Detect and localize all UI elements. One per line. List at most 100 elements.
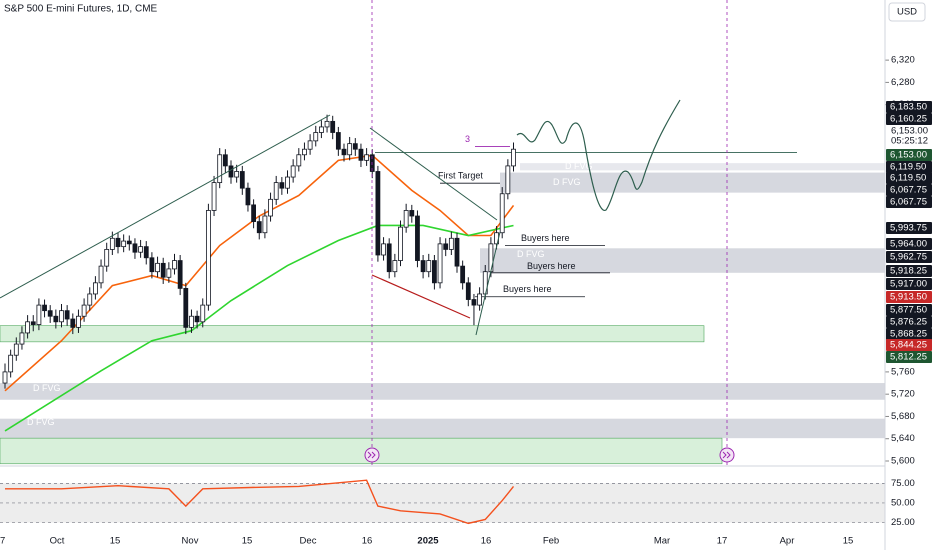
zone	[0, 383, 885, 400]
price-badge-label: 5,812.25	[890, 352, 927, 363]
candle-body	[53, 315, 59, 323]
candle-body	[245, 187, 251, 206]
replay-icons[interactable]	[364, 447, 735, 463]
price-badge	[886, 316, 932, 328]
candle-body	[386, 243, 392, 273]
price-badge-label: 5,876.25	[890, 317, 927, 328]
candle-body	[126, 240, 132, 245]
rsi-tick-label: 75.00	[891, 478, 915, 489]
x-tick-label: 2025	[417, 536, 439, 547]
main-pane: D FVG D FVG D FVG D FVG D FVG 3 First Target Bu…	[0, 114, 885, 465]
price-badge	[886, 101, 932, 113]
candle-body	[138, 246, 144, 253]
x-tick-label: 16	[362, 536, 373, 547]
candle-body	[30, 321, 36, 325]
price-badge-label: 5,877.50	[890, 305, 927, 316]
candle-body	[352, 143, 358, 150]
price-badge	[886, 196, 932, 208]
candle-body	[222, 154, 228, 167]
candle-body	[335, 132, 341, 150]
y-tick-label: 5,600	[891, 456, 915, 467]
price-badge	[886, 161, 932, 173]
candle-body	[87, 293, 93, 306]
trend-line	[0, 114, 331, 299]
price-badge-label: 5,964.00	[890, 239, 927, 250]
level-label: 3	[465, 134, 470, 144]
candle-body	[47, 310, 53, 317]
candle-body	[420, 260, 426, 273]
candle-body	[177, 260, 183, 289]
trend-line	[371, 274, 471, 319]
zone	[0, 437, 723, 465]
candle-body	[437, 243, 443, 284]
currency: USD	[897, 7, 917, 18]
candle-body	[488, 243, 494, 273]
price-badge	[886, 351, 932, 363]
level-label: Buyers here	[527, 261, 576, 271]
candle-body	[448, 237, 454, 250]
x-tick-label: 15	[242, 536, 253, 547]
candle-body	[347, 143, 353, 156]
trend-lines	[0, 99, 681, 336]
candle-body	[318, 126, 324, 133]
candle-body	[109, 237, 115, 250]
candle-body	[81, 304, 87, 317]
candle-body	[194, 315, 200, 323]
candle-body	[93, 282, 98, 295]
candle-body	[285, 176, 290, 189]
rsi-pane	[0, 479, 885, 525]
candle-body	[70, 318, 76, 328]
price-badge	[886, 149, 932, 161]
replay-arrow	[367, 451, 376, 459]
moving-average	[4, 154, 515, 392]
replay-icon[interactable]	[719, 447, 735, 463]
x-tick-label: 15	[843, 536, 854, 547]
x-tick-label: Apr	[780, 536, 795, 547]
candle-body	[471, 299, 477, 306]
candle-body	[251, 204, 257, 222]
candle-body	[25, 321, 31, 334]
candle-body	[313, 132, 319, 142]
y-tick-label: 5,720	[891, 389, 915, 400]
candle-body	[454, 237, 460, 267]
candle-body	[36, 304, 42, 325]
candle-body	[76, 315, 81, 328]
rsi-line	[5, 479, 515, 525]
price-badge-label: 5,868.25	[890, 329, 927, 340]
moving-average	[4, 224, 514, 432]
replay-icon[interactable]	[364, 447, 380, 463]
y-tick-label: 6,280	[891, 77, 915, 88]
rsi-band	[0, 483, 885, 523]
x-tick-label: Feb	[543, 536, 559, 547]
price-badge-label: 5,913.50	[890, 292, 927, 303]
title-bg	[0, 0, 260, 16]
zone-label: D FVG	[517, 249, 545, 259]
price-badge	[886, 238, 932, 250]
candle-body	[13, 343, 19, 356]
candle-body	[324, 120, 330, 128]
candle-body	[234, 171, 240, 178]
candle-body	[375, 171, 381, 256]
candle-body	[239, 171, 245, 189]
price-badge	[886, 251, 932, 263]
price-badge-label: 6,067.75	[890, 197, 927, 208]
zone	[520, 163, 885, 171]
currency-button[interactable]	[888, 2, 926, 22]
price-badge-label: 5,917.00	[890, 279, 927, 290]
y-tick-label: 6,320	[891, 55, 915, 66]
price-badge-label: 6,153.00	[890, 150, 927, 161]
candle-body	[398, 226, 403, 261]
price-badge-label: 6,119.50	[890, 162, 926, 173]
trend-line	[475, 231, 501, 336]
candle-body	[505, 165, 511, 195]
candle-body	[465, 282, 471, 300]
x-tick-label: Nov	[182, 536, 199, 547]
candle-body	[149, 257, 155, 273]
candle-body	[460, 265, 466, 284]
candle-body	[330, 120, 336, 133]
x-tick-label: 17	[717, 536, 728, 547]
price-badge	[886, 222, 932, 234]
candle-body	[341, 148, 347, 156]
